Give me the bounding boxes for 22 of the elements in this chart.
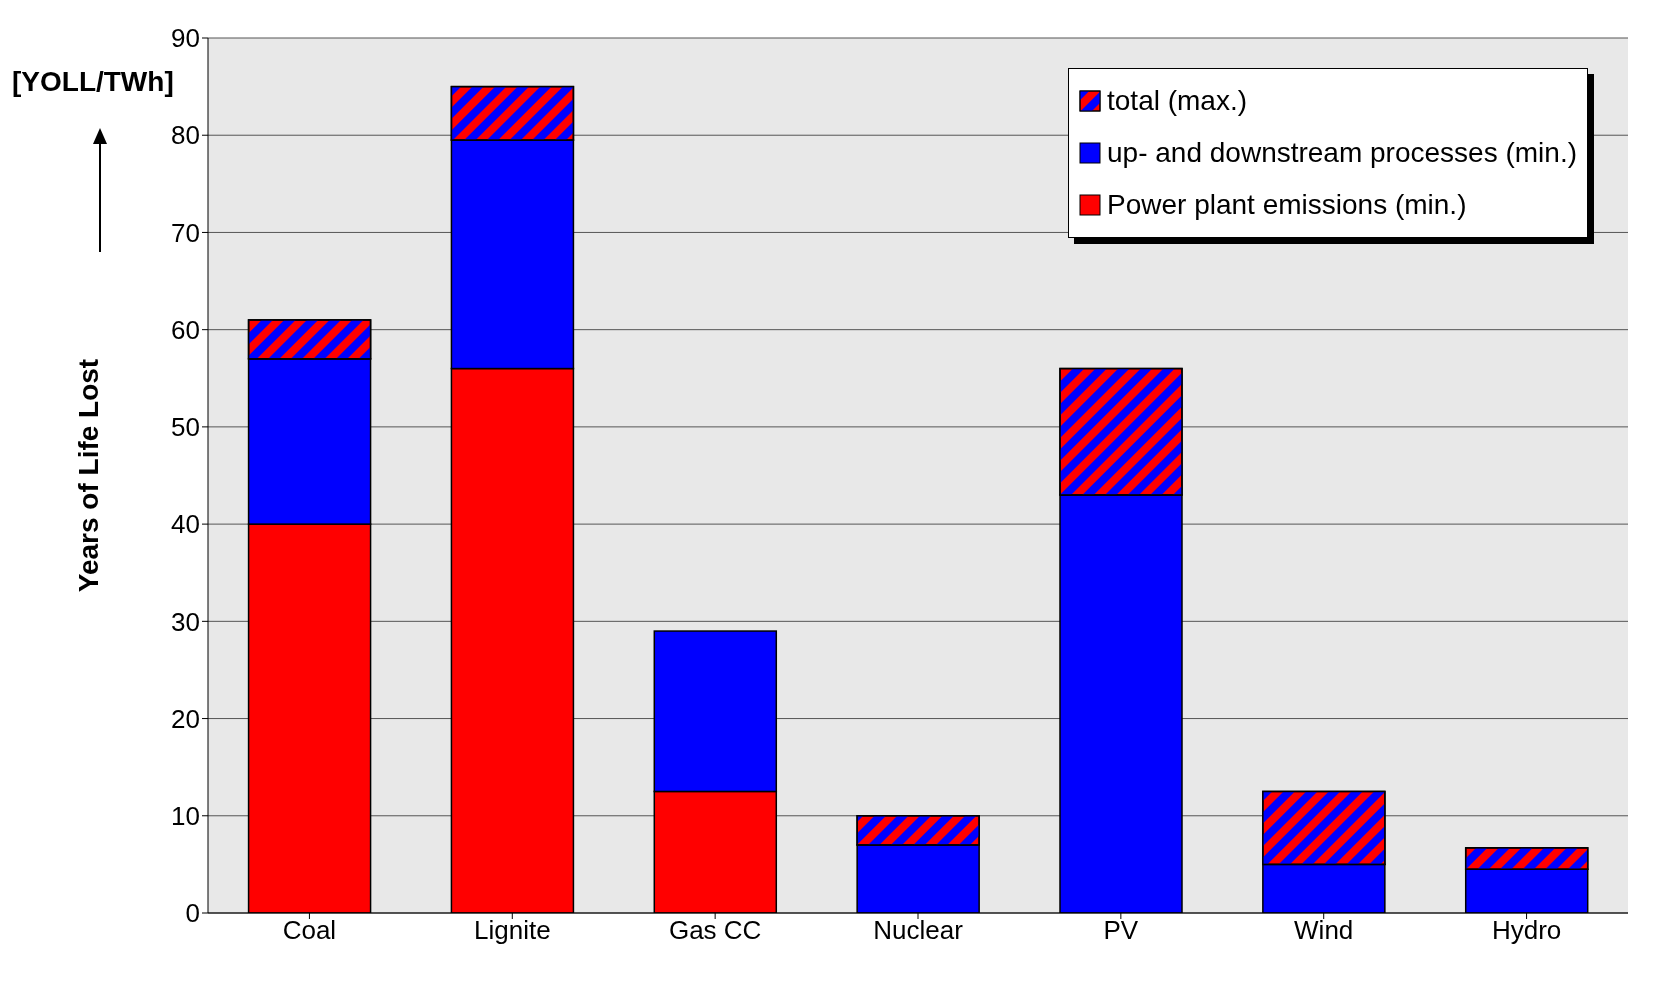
y-tick-label: 90: [171, 23, 200, 54]
y-tick-label: 50: [171, 412, 200, 443]
y-axis-title: Years of Life Lost: [72, 358, 104, 593]
y-tick-label: 70: [171, 217, 200, 248]
x-tick-label: Hydro: [1491, 915, 1562, 946]
y-tick-label: 20: [171, 703, 200, 734]
x-tick-label: Gas CC: [668, 915, 762, 946]
x-tick-label: Nuclear: [873, 915, 964, 946]
text: [YOLL/TWh]: [12, 66, 174, 98]
legend-label: Power plant emissions (min.): [1107, 188, 1467, 222]
y-tick-label: 10: [171, 801, 200, 832]
y-tick-label: 60: [171, 314, 200, 345]
x-tick-label: Coal: [282, 915, 337, 946]
x-tick-label: PV: [1103, 915, 1139, 946]
legend-label: up- and downstream processes (min.): [1107, 136, 1577, 170]
y-tick-label: 30: [171, 606, 200, 637]
y-tick-label: 80: [171, 120, 200, 151]
x-tick-label: Lignite: [473, 915, 551, 946]
y-tick-label: 0: [185, 898, 200, 929]
y-tick-label: 40: [171, 509, 200, 540]
x-tick-label: Wind: [1294, 915, 1354, 946]
legend-label: total (max.): [1107, 84, 1248, 118]
